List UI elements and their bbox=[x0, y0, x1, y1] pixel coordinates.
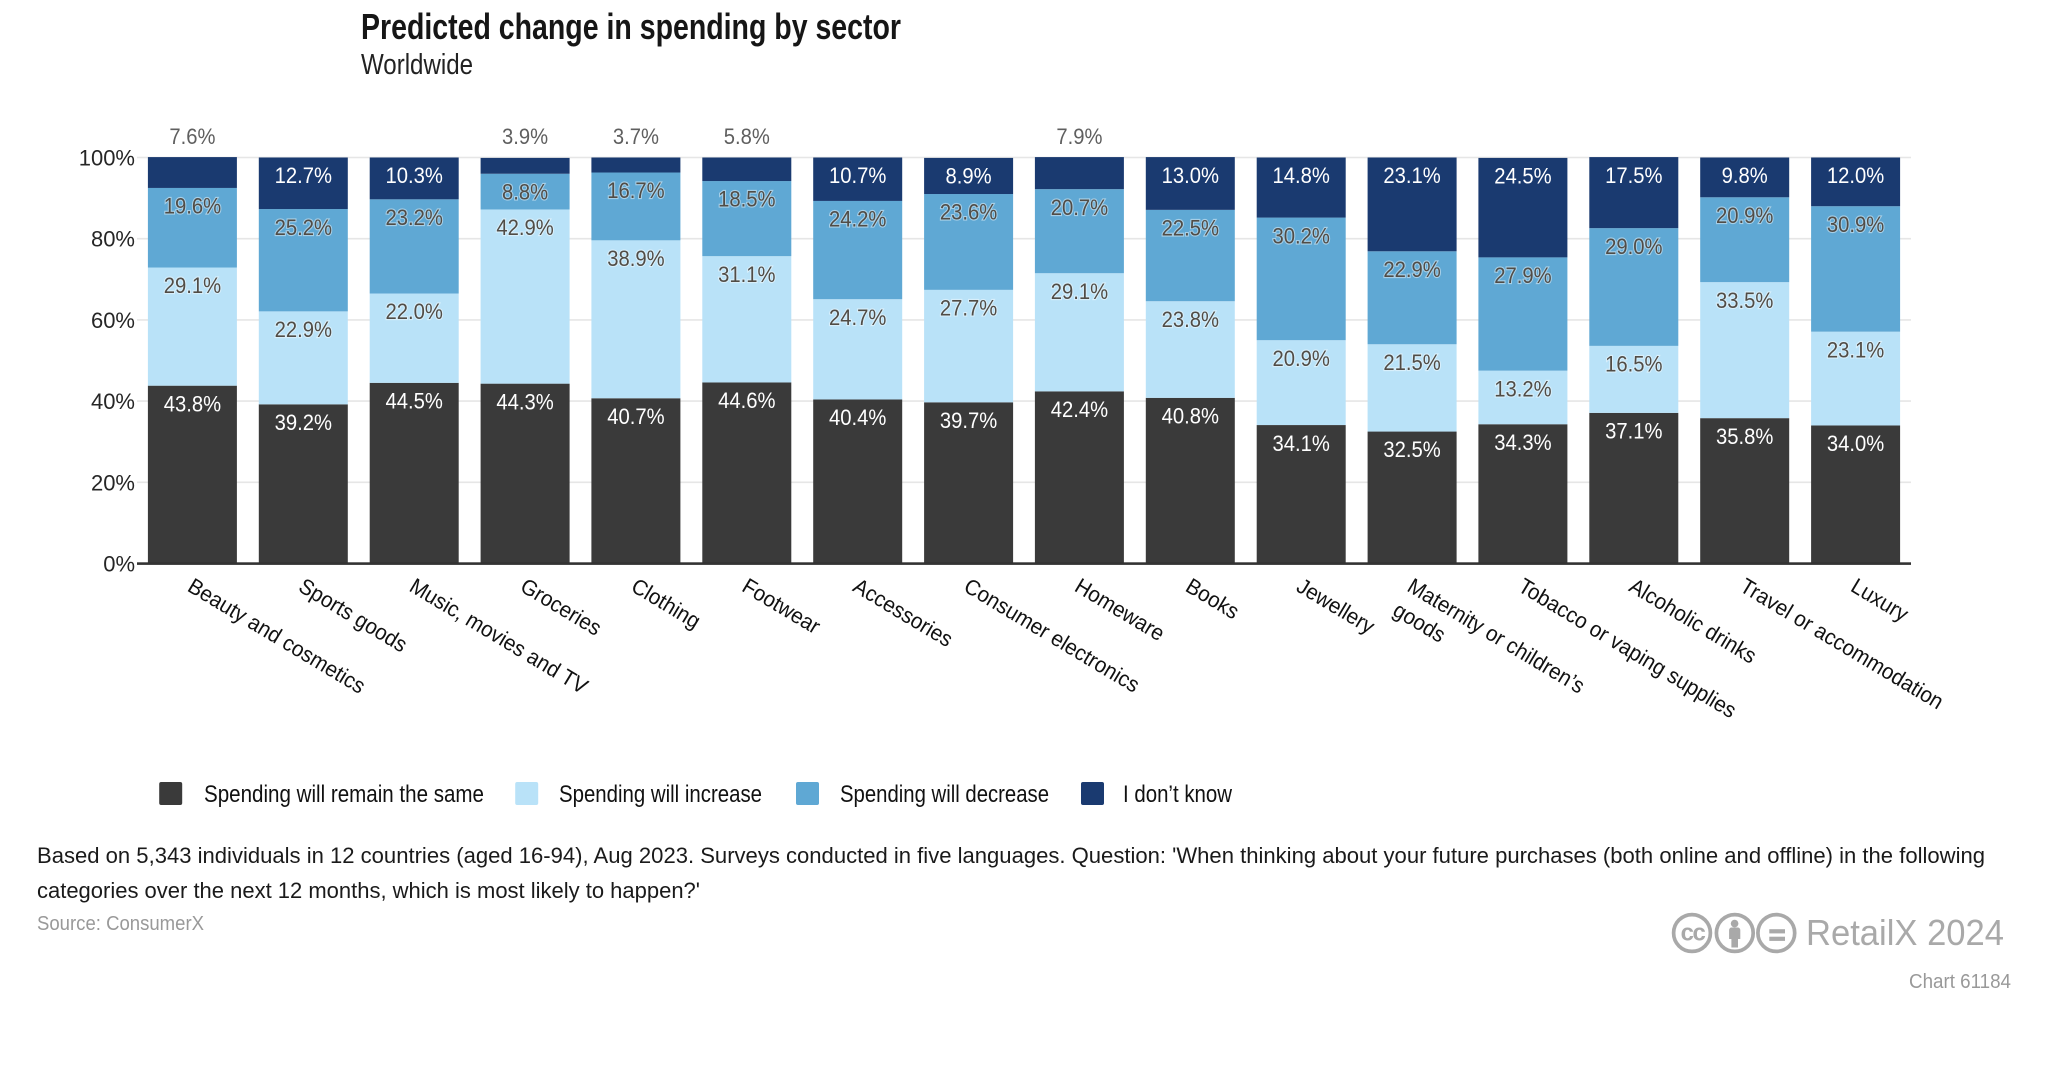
svg-text:40.7%: 40.7% bbox=[607, 404, 664, 429]
svg-text:Chart 61184: Chart 61184 bbox=[1909, 971, 2011, 993]
svg-text:12.0%: 12.0% bbox=[1827, 163, 1884, 188]
svg-text:38.9%: 38.9% bbox=[607, 246, 664, 271]
svg-text:29.1%: 29.1% bbox=[164, 273, 221, 298]
svg-text:20.7%: 20.7% bbox=[1051, 195, 1108, 220]
svg-text:100%: 100% bbox=[79, 146, 135, 171]
svg-text:14.8%: 14.8% bbox=[1273, 163, 1330, 188]
svg-text:33.5%: 33.5% bbox=[1716, 288, 1773, 313]
svg-text:23.1%: 23.1% bbox=[1383, 163, 1440, 188]
svg-text:37.1%: 37.1% bbox=[1605, 419, 1662, 444]
svg-text:30.9%: 30.9% bbox=[1827, 212, 1884, 237]
svg-text:29.1%: 29.1% bbox=[1051, 279, 1108, 304]
svg-text:I don’t know: I don’t know bbox=[1123, 781, 1233, 808]
svg-text:Predicted change in spending b: Predicted change in spending by sector bbox=[361, 6, 901, 47]
svg-text:42.4%: 42.4% bbox=[1051, 397, 1108, 422]
svg-text:32.5%: 32.5% bbox=[1383, 437, 1440, 462]
svg-text:20.9%: 20.9% bbox=[1716, 203, 1773, 228]
svg-text:34.0%: 34.0% bbox=[1827, 431, 1884, 456]
svg-text:10.3%: 10.3% bbox=[386, 163, 443, 188]
svg-text:17.5%: 17.5% bbox=[1605, 163, 1662, 188]
svg-text:23.6%: 23.6% bbox=[940, 200, 997, 225]
svg-text:22.9%: 22.9% bbox=[1383, 257, 1440, 282]
svg-text:5.8%: 5.8% bbox=[724, 124, 770, 149]
svg-text:7.9%: 7.9% bbox=[1056, 124, 1102, 149]
svg-text:Based on 5,343 individuals in: Based on 5,343 individuals in 12 countri… bbox=[37, 843, 1985, 868]
svg-text:16.5%: 16.5% bbox=[1605, 352, 1662, 377]
svg-text:cc: cc bbox=[1681, 920, 1706, 947]
svg-text:25.2%: 25.2% bbox=[275, 215, 332, 240]
svg-text:0%: 0% bbox=[103, 552, 135, 577]
svg-text:19.6%: 19.6% bbox=[164, 194, 221, 219]
svg-text:20%: 20% bbox=[91, 470, 135, 495]
svg-text:39.2%: 39.2% bbox=[275, 410, 332, 435]
svg-text:24.2%: 24.2% bbox=[829, 207, 886, 232]
svg-text:20.9%: 20.9% bbox=[1273, 346, 1330, 371]
svg-text:44.6%: 44.6% bbox=[718, 388, 775, 413]
svg-text:12.7%: 12.7% bbox=[275, 163, 332, 188]
svg-text:10.7%: 10.7% bbox=[829, 163, 886, 188]
svg-text:13.2%: 13.2% bbox=[1494, 376, 1551, 401]
svg-text:3.7%: 3.7% bbox=[613, 124, 659, 149]
svg-text:23.8%: 23.8% bbox=[1162, 307, 1219, 332]
svg-text:23.1%: 23.1% bbox=[1827, 337, 1884, 362]
svg-text:40%: 40% bbox=[91, 389, 135, 414]
svg-text:22.9%: 22.9% bbox=[275, 317, 332, 342]
svg-text:27.7%: 27.7% bbox=[940, 296, 997, 321]
svg-text:23.2%: 23.2% bbox=[386, 205, 443, 230]
svg-text:24.7%: 24.7% bbox=[829, 305, 886, 330]
svg-text:80%: 80% bbox=[91, 227, 135, 252]
svg-text:18.5%: 18.5% bbox=[718, 187, 775, 212]
svg-text:9.8%: 9.8% bbox=[1722, 163, 1768, 188]
svg-text:24.5%: 24.5% bbox=[1494, 164, 1551, 189]
svg-text:13.0%: 13.0% bbox=[1162, 163, 1219, 188]
svg-text:40.4%: 40.4% bbox=[829, 405, 886, 430]
svg-text:35.8%: 35.8% bbox=[1716, 424, 1773, 449]
svg-text:16.7%: 16.7% bbox=[607, 178, 664, 203]
svg-text:42.9%: 42.9% bbox=[496, 215, 553, 240]
svg-text:34.3%: 34.3% bbox=[1494, 430, 1551, 455]
svg-text:22.0%: 22.0% bbox=[386, 299, 443, 324]
svg-text:7.6%: 7.6% bbox=[169, 124, 215, 149]
svg-text:Spending will remain the same: Spending will remain the same bbox=[204, 781, 484, 808]
svg-text:43.8%: 43.8% bbox=[164, 391, 221, 416]
svg-text:27.9%: 27.9% bbox=[1494, 263, 1551, 288]
svg-text:29.0%: 29.0% bbox=[1605, 234, 1662, 259]
svg-text:3.9%: 3.9% bbox=[502, 124, 548, 149]
svg-text:Spending will decrease: Spending will decrease bbox=[840, 781, 1049, 808]
svg-text:60%: 60% bbox=[91, 308, 135, 333]
svg-text:44.3%: 44.3% bbox=[496, 389, 553, 414]
svg-text:21.5%: 21.5% bbox=[1383, 350, 1440, 375]
svg-text:22.5%: 22.5% bbox=[1162, 216, 1219, 241]
svg-text:8.8%: 8.8% bbox=[502, 179, 548, 204]
svg-text:31.1%: 31.1% bbox=[718, 262, 775, 287]
svg-text:Spending will increase: Spending will increase bbox=[559, 781, 762, 808]
svg-text:8.9%: 8.9% bbox=[946, 164, 992, 189]
svg-text:40.8%: 40.8% bbox=[1162, 404, 1219, 429]
svg-text:categories over the next 12 mo: categories over the next 12 months, whic… bbox=[37, 878, 700, 903]
svg-text:30.2%: 30.2% bbox=[1273, 223, 1330, 248]
svg-text:44.5%: 44.5% bbox=[386, 389, 443, 414]
svg-text:34.1%: 34.1% bbox=[1273, 431, 1330, 456]
svg-text:Source: ConsumerX: Source: ConsumerX bbox=[37, 913, 204, 935]
svg-text:39.7%: 39.7% bbox=[940, 408, 997, 433]
svg-text:RetailX 2024: RetailX 2024 bbox=[1806, 912, 2004, 953]
svg-text:Worldwide: Worldwide bbox=[361, 49, 473, 81]
